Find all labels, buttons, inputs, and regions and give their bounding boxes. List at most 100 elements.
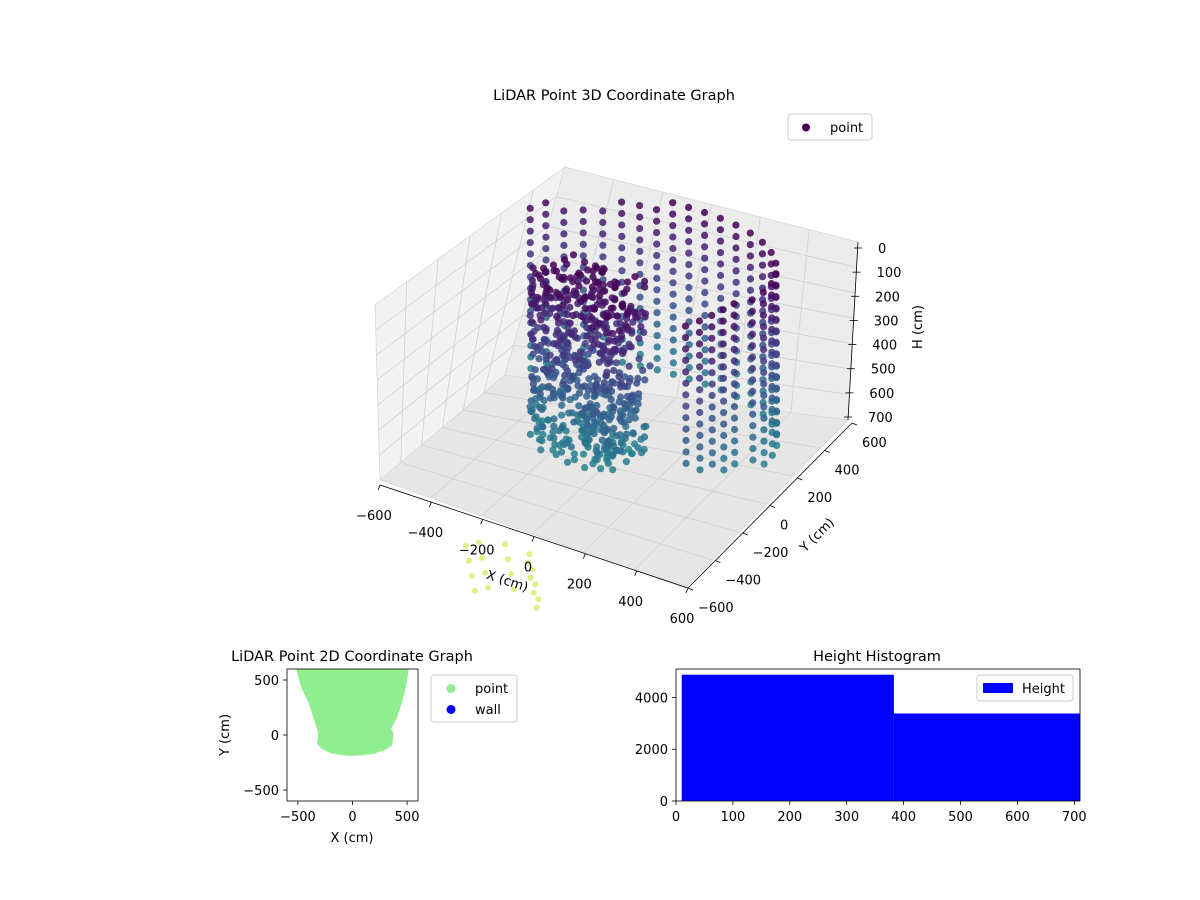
outlier-marker-3d xyxy=(505,556,512,563)
grid-line-left-vertical xyxy=(400,281,408,463)
point-marker-3d xyxy=(708,460,717,468)
outlier-marker-3d xyxy=(508,571,515,578)
point-marker-3d xyxy=(559,301,567,309)
point-marker-3d xyxy=(583,392,591,400)
point-marker-3d xyxy=(533,293,542,302)
point-marker-3d xyxy=(618,232,626,240)
point-marker-3d xyxy=(564,384,572,393)
point-marker-3d xyxy=(772,270,780,278)
point-marker-3d xyxy=(624,278,632,286)
y-tick-label-3d: −400 xyxy=(725,574,761,589)
point-marker-3d xyxy=(587,293,595,301)
grid-line-left-vertical xyxy=(462,212,503,411)
point-marker-3d xyxy=(616,415,624,423)
outlier-marker-3d xyxy=(471,587,478,594)
point-marker-3d xyxy=(669,279,677,287)
point-marker-3d xyxy=(719,306,727,314)
point-marker-3d xyxy=(682,379,690,387)
point-marker-3d xyxy=(748,319,756,327)
point-marker-3d xyxy=(701,380,709,388)
point-marker-3d xyxy=(760,346,768,354)
point-marker-3d xyxy=(708,437,716,445)
point-marker-3d xyxy=(529,350,537,358)
point-marker-3d xyxy=(526,227,534,235)
y-tick-label-2d: 0 xyxy=(271,729,279,744)
point-marker-3d xyxy=(732,290,740,298)
y-tick-label-histogram: 0 xyxy=(660,795,668,810)
point-marker-3d xyxy=(701,357,709,365)
point-marker-3d xyxy=(560,273,568,281)
y-tick-3d xyxy=(742,532,748,536)
point-marker-3d xyxy=(682,459,690,467)
x-ticks-histogram: 0 100 200 300 400 500 600 700 xyxy=(672,801,1087,825)
point-marker-3d xyxy=(535,435,544,444)
outlier-marker-3d xyxy=(533,604,540,611)
point-marker-3d xyxy=(685,295,693,303)
x-tick-3d xyxy=(377,484,381,491)
point-marker-3d xyxy=(629,429,637,437)
grid-line-left-horizontal xyxy=(376,226,549,356)
point-marker-3d xyxy=(542,210,550,218)
x-tick-label-histogram: 600 xyxy=(1005,810,1030,825)
point-marker-3d xyxy=(558,411,566,419)
point-marker-3d xyxy=(542,222,550,230)
y-tick-label-3d: 600 xyxy=(862,436,887,451)
point-marker-3d xyxy=(604,459,613,467)
point-marker-3d xyxy=(535,355,543,363)
point-marker-3d xyxy=(559,360,567,369)
point-marker-3d xyxy=(577,312,585,320)
y-tick-label-histogram: 4000 xyxy=(635,691,668,706)
point-marker-3d xyxy=(628,449,636,458)
histogram-title: Height Histogram xyxy=(813,649,941,665)
point-marker-3d xyxy=(601,387,610,395)
point-marker-3d xyxy=(570,418,578,426)
point-marker-3d xyxy=(581,439,590,447)
point-marker-3d xyxy=(610,442,618,450)
point-marker-3d xyxy=(641,277,649,286)
point-marker-3d xyxy=(528,318,536,326)
point-marker-3d xyxy=(564,296,572,304)
z-tick-label-3d: 700 xyxy=(868,411,893,426)
point-marker-3d xyxy=(748,307,756,315)
point-marker-3d xyxy=(603,368,611,376)
point-marker-3d xyxy=(682,368,690,376)
point-marker-3d xyxy=(556,294,564,302)
point-marker-3d xyxy=(599,207,607,215)
point-marker-3d xyxy=(716,214,725,222)
point-marker-3d xyxy=(760,391,768,399)
point-marker-3d xyxy=(588,314,596,322)
point-marker-3d xyxy=(700,220,709,228)
point-marker-3d xyxy=(604,312,612,320)
point-marker-3d xyxy=(708,414,716,422)
point-marker-3d xyxy=(610,404,618,412)
point-marker-3d xyxy=(591,455,599,463)
z-axis-line xyxy=(847,241,859,421)
plot-frame-histogram xyxy=(675,668,1081,802)
point-marker-3d xyxy=(639,366,647,374)
point-marker-3d xyxy=(717,271,725,280)
point-marker-3d xyxy=(759,334,768,342)
point-series-2d-area xyxy=(296,669,409,756)
x-tick-3d xyxy=(582,553,586,559)
point-marker-3d xyxy=(682,402,690,410)
grid-line-back-horizontal xyxy=(556,196,857,268)
point-marker-3d xyxy=(617,380,625,388)
point-marker-3d xyxy=(583,324,591,332)
point-marker-3d xyxy=(749,399,757,407)
point-marker-3d xyxy=(653,217,661,225)
outlier-marker-3d xyxy=(527,574,534,581)
point-marker-3d xyxy=(636,259,644,267)
x-tick-3d xyxy=(531,536,535,542)
point-marker-3d xyxy=(760,414,768,422)
point-marker-3d xyxy=(568,330,576,338)
point-marker-3d xyxy=(719,374,728,382)
point-marker-3d xyxy=(567,443,575,451)
point-marker-3d xyxy=(526,216,534,224)
point-marker-3d xyxy=(730,414,739,422)
chart-histogram: Height Histogram 0 100 200 300 400 500 600 700 … xyxy=(635,649,1087,825)
z-tick-label-3d: 400 xyxy=(872,339,897,354)
point-marker-3d xyxy=(528,276,537,284)
point-marker-3d xyxy=(553,356,561,364)
point-marker-3d xyxy=(701,323,709,331)
point-marker-3d xyxy=(579,206,587,214)
